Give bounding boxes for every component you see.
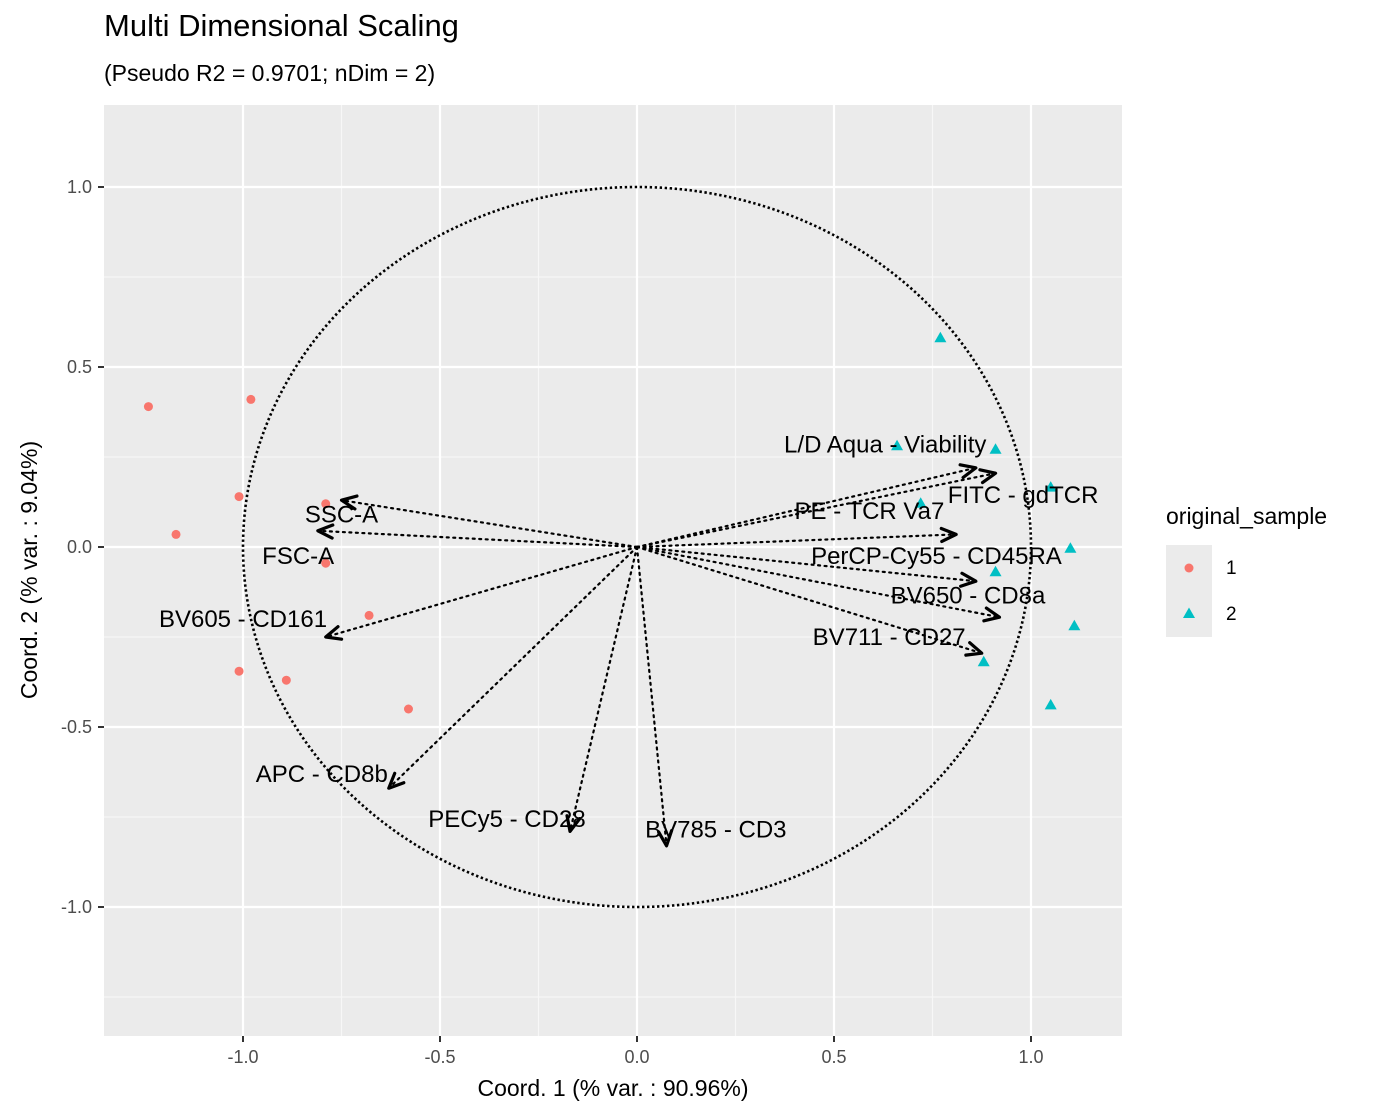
- legend-key-1: [1166, 545, 1212, 591]
- point-series-1: [246, 394, 256, 404]
- y-tick-label: 0.5: [67, 357, 92, 377]
- arrow-label: FITC - gdTCR: [948, 482, 1099, 509]
- loading-arrow-line: [635, 545, 1001, 619]
- loading-arrow-line: [635, 472, 997, 549]
- point-series-1: [364, 610, 374, 620]
- loading-arrow-head: [565, 814, 582, 834]
- point-series-1: [234, 666, 244, 676]
- loading-arrow-head: [964, 641, 984, 657]
- legend-symbol-circle: [1184, 563, 1194, 573]
- y-tick-label: 1.0: [67, 177, 92, 197]
- y-tick-label: 0.0: [67, 537, 92, 557]
- loading-arrow-head: [958, 463, 978, 480]
- point-series-2: [1064, 542, 1077, 553]
- arrow-label: APC - CD8b: [256, 761, 388, 788]
- point-series-1: [321, 558, 331, 568]
- x-tick-label: -1.0: [227, 1047, 258, 1067]
- loading-arrow-head: [982, 606, 1002, 623]
- unit-circle: [243, 187, 1031, 907]
- point-series-2: [977, 655, 990, 667]
- point-series-1: [321, 499, 331, 509]
- grid-minor: [104, 105, 1122, 1036]
- x-axis-label: Coord. 1 (% var. : 90.96%): [477, 1075, 748, 1101]
- loading-arrow-head: [939, 526, 958, 544]
- loading-arrow-line: [340, 499, 639, 549]
- arrow-label: FSC-A: [262, 543, 334, 570]
- loading-arrow-line: [635, 545, 668, 847]
- point-series-1: [143, 402, 153, 412]
- loading-arrow-head: [316, 523, 335, 540]
- x-tick-label: 1.0: [1018, 1047, 1043, 1067]
- legend-symbol-triangle: [1183, 607, 1195, 618]
- x-tick-label: 0.5: [821, 1047, 846, 1067]
- y-axis-label: Coord. 2 (% var. : 9.04%): [16, 441, 42, 699]
- point-series-2: [1068, 619, 1081, 631]
- arrow-label: BV711 - CD27: [813, 624, 966, 651]
- loading-arrow-line: [635, 533, 958, 549]
- x-axis-ticks: -1.0 -0.5 0.0 0.5 1.0: [227, 1036, 1044, 1067]
- grid-major: [104, 105, 1122, 1036]
- point-series-2: [914, 497, 927, 508]
- arrow-label: BV785 - CD3: [645, 817, 786, 844]
- loading-arrow-head: [978, 468, 998, 485]
- point-series-1: [234, 492, 244, 502]
- loading-arrow-line: [316, 529, 639, 549]
- loading-arrow-line: [387, 545, 639, 790]
- loading-arrow-line: [568, 545, 639, 833]
- data-points: [143, 331, 1081, 714]
- loading-arrow-line: [324, 545, 639, 639]
- legend-label-1: 1: [1226, 558, 1237, 579]
- legend-key-2: [1166, 591, 1212, 637]
- point-series-2: [1044, 481, 1057, 492]
- loading-arrow-line: [635, 466, 977, 549]
- arrow-label: SSC-A: [305, 502, 378, 529]
- legend-label-2: 2: [1226, 604, 1237, 625]
- point-series-2: [989, 443, 1002, 454]
- arrow-label: BV650 - CD8a: [891, 583, 1046, 610]
- loading-arrow-head: [339, 494, 359, 511]
- loading-arrow-head: [657, 829, 674, 848]
- arrow-lines: [316, 463, 1002, 848]
- loading-arrow-head: [324, 625, 344, 641]
- legend-title: original_sample: [1166, 503, 1328, 529]
- point-series-1: [171, 529, 181, 539]
- point-series-1: [403, 704, 413, 714]
- loading-arrow-line: [635, 545, 977, 583]
- loading-arrow-head: [959, 571, 978, 588]
- arrow-label: BV605 - CD161: [159, 606, 327, 633]
- chart-subtitle: (Pseudo R2 = 0.9701; nDim = 2): [104, 60, 436, 86]
- point-series-2: [1044, 698, 1057, 710]
- arrow-label: PerCP-Cy55 - CD45RA: [811, 543, 1062, 570]
- y-tick-label: -1.0: [61, 897, 92, 917]
- loading-arrow-line: [635, 545, 983, 655]
- arrow-label: L/D Aqua - Viability: [784, 431, 986, 458]
- point-series-1: [281, 675, 291, 685]
- arrow-label: PECy5 - CD28: [428, 806, 585, 833]
- loading-arrow-head: [387, 771, 406, 790]
- y-tick-label: -0.5: [61, 717, 92, 737]
- x-tick-label: -0.5: [424, 1047, 455, 1067]
- x-tick-label: 0.0: [624, 1047, 649, 1067]
- point-series-2: [989, 565, 1002, 577]
- arrow-label: PE - TCR Va7: [795, 498, 945, 525]
- arrow-labels: SSC-A FSC-A BV605 - CD161 APC - CD8b PECy5 -…: [159, 431, 1099, 843]
- point-series-2: [934, 331, 947, 343]
- point-series-2: [891, 439, 904, 451]
- y-axis-ticks: 1.0 0.5 0.0 -0.5 -1.0: [61, 177, 104, 917]
- chart-title: Multi Dimensional Scaling: [104, 8, 459, 43]
